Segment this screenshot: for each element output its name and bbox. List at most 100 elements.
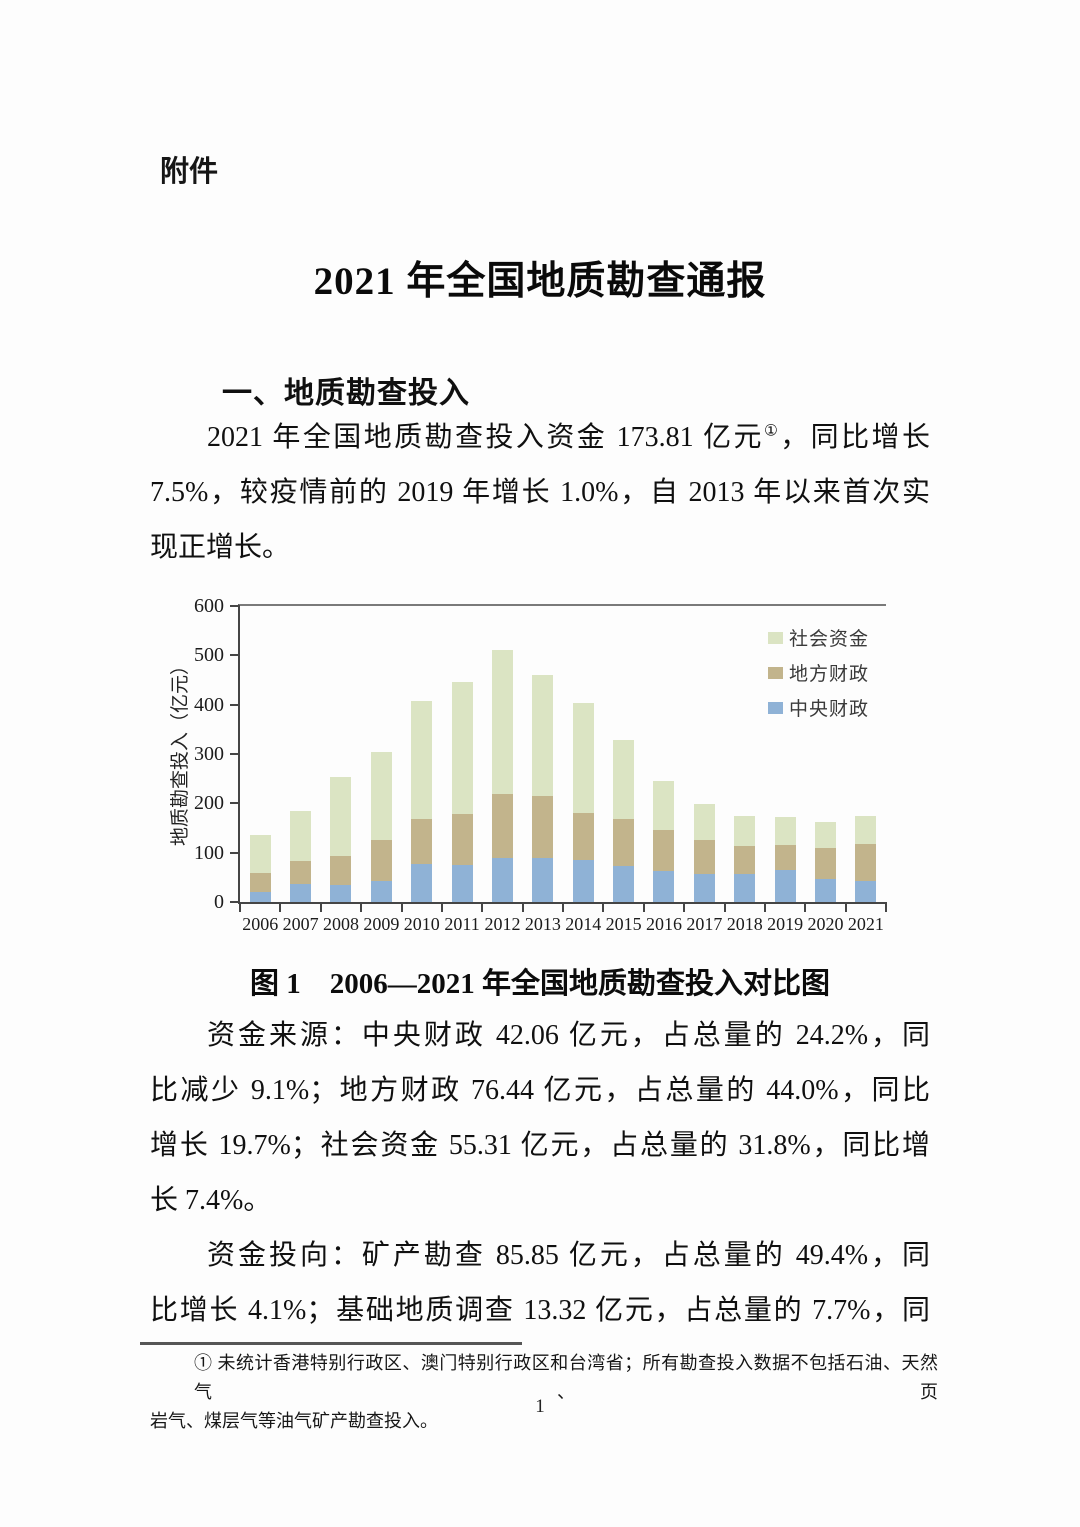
bar-segment-社会资金 (814, 822, 836, 848)
text-line: 资金投向：矿产勘查 85.85 亿元，占总量的 49.4%，同 (207, 1240, 930, 1271)
attachment-label: 附件 (160, 156, 219, 188)
stacked-bar-2013 (532, 675, 554, 902)
footnote-reference-mark: ① (763, 422, 781, 440)
paragraph-investment-overview: 2021 年全国地质勘查投入资金 173.81 亿元①，同比增长 7.5%，较疫情… (150, 410, 930, 575)
bar-segment-中央财政 (491, 857, 513, 902)
bar-segment-地方财政 (774, 845, 796, 871)
stacked-bar-2019 (774, 817, 796, 902)
stacked-bar-2018 (734, 815, 756, 902)
y-axis-tick (230, 753, 240, 755)
bar-segment-地方财政 (532, 796, 554, 858)
y-axis-tick (230, 802, 240, 805)
y-axis-tick (230, 703, 240, 706)
text-line: 资金来源：中央财政 42.06 亿元，占总量的 24.2%，同 (207, 1020, 930, 1051)
x-axis-tick (360, 902, 363, 912)
y-axis-tick-label: 300 (194, 743, 224, 765)
bar-segment-社会资金 (693, 804, 715, 840)
x-axis-tick (763, 902, 766, 912)
bar-segment-社会资金 (451, 682, 473, 814)
bar-segment-中央财政 (532, 857, 554, 902)
legend-label: 地方财政 (789, 664, 870, 685)
x-axis-tick (885, 902, 887, 912)
bar-segment-中央财政 (693, 873, 715, 902)
x-axis-label-2015: 2015 (605, 914, 642, 934)
bar-segment-地方财政 (572, 812, 594, 861)
bar-segment-地方财政 (249, 873, 271, 893)
stacked-bar-2007 (290, 810, 312, 902)
bar-segment-社会资金 (613, 740, 635, 820)
y-axis-tick (230, 605, 240, 607)
x-axis-label-2016: 2016 (645, 914, 682, 934)
bar-segment-地方财政 (814, 847, 836, 880)
stacked-bar-2010 (411, 700, 433, 902)
x-axis-label-2009: 2009 (363, 914, 400, 934)
stacked-bar-2021 (855, 816, 877, 902)
legend-swatch-icon (768, 701, 783, 714)
x-axis-tick (804, 902, 807, 912)
bar-segment-中央财政 (774, 870, 796, 902)
x-axis-tick (602, 902, 605, 912)
x-axis-tick (683, 902, 686, 912)
bar-segment-中央财政 (370, 881, 392, 902)
legend-swatch-icon (768, 631, 783, 644)
bar-segment-中央财政 (653, 870, 675, 902)
stacked-bar-2014 (572, 703, 594, 902)
bar-segment-中央财政 (249, 892, 271, 902)
bar-segment-中央财政 (855, 881, 877, 902)
text-line: 长 7.4%。 (150, 1185, 272, 1216)
y-axis-tick-label: 400 (194, 693, 224, 716)
document-title: 2021 年全国地质勘查通报 (313, 260, 767, 303)
y-axis-tick-label: 100 (194, 841, 224, 864)
y-axis-tick-label: 0 (214, 891, 224, 913)
bar-segment-社会资金 (734, 815, 756, 847)
stacked-bar-2009 (370, 752, 392, 902)
bar-segment-中央财政 (411, 863, 433, 902)
bar-segment-社会资金 (855, 816, 877, 844)
chart-plot: 0 100 200 300 400 500 600 2006 2007 2008 2009 2010 2… (194, 596, 887, 934)
bar-segment-社会资金 (491, 650, 513, 794)
stacked-bar-2015 (613, 740, 635, 902)
bar-segment-社会资金 (249, 835, 271, 874)
x-axis-tick (562, 902, 564, 912)
y-axis-tick (230, 654, 240, 657)
x-axis-tick (723, 902, 726, 912)
text-line: 比减少 9.1%；地方财政 76.44 亿元，占总量的 44.0%，同比 (150, 1075, 930, 1106)
bar-segment-地方财政 (451, 813, 473, 865)
bar-segment-中央财政 (290, 884, 312, 902)
y-axis-tick-label: 500 (194, 644, 224, 667)
x-axis-tick (844, 902, 847, 912)
bar-segment-社会资金 (532, 675, 554, 797)
figure-caption: 图 1 2006—2021 年全国地质勘查投入对比图 (249, 968, 830, 1000)
bar-segment-中央财政 (814, 879, 836, 902)
bar-segment-地方财政 (613, 819, 635, 867)
x-axis-label-2012: 2012 (484, 914, 521, 934)
x-axis-tick (239, 902, 241, 912)
x-axis-label-2013: 2013 (524, 914, 561, 934)
x-axis-label-2017: 2017 (686, 914, 723, 934)
x-axis-label-2006: 2006 (242, 914, 279, 934)
bar-segment-地方财政 (411, 819, 433, 864)
bar-segment-社会资金 (330, 777, 352, 856)
bar-segment-地方财政 (290, 861, 312, 885)
bar-segment-中央财政 (734, 874, 756, 902)
x-axis-tick (521, 902, 524, 912)
x-axis-tick (319, 902, 322, 912)
x-axis-tick (481, 902, 484, 912)
legend-swatch-icon (768, 666, 783, 679)
bar-segment-中央财政 (330, 884, 352, 902)
paragraph-funding-sources: 资金来源：中央财政 42.06 亿元，占总量的 24.2%，同比减少 9.1%；… (150, 1008, 930, 1228)
bar-segment-中央财政 (572, 860, 594, 902)
bar-segment-地方财政 (653, 830, 675, 871)
x-axis-tick (440, 902, 443, 912)
x-axis-tick (400, 902, 403, 912)
y-axis-tick-label: 200 (194, 792, 224, 815)
x-axis-label-2011: 2011 (444, 914, 480, 934)
chart-legend: 社会资金 地方财政 中央财政 (768, 620, 869, 725)
x-axis-label-2010: 2010 (403, 914, 440, 934)
stacked-bar-2008 (330, 777, 352, 902)
section-heading: 一、地质勘查投入 (222, 377, 470, 410)
bar-segment-地方财政 (330, 855, 352, 885)
text-line: 岩气、煤层气等油气矿产勘查投入。 (150, 1411, 438, 1431)
bar-segment-社会资金 (774, 817, 796, 846)
